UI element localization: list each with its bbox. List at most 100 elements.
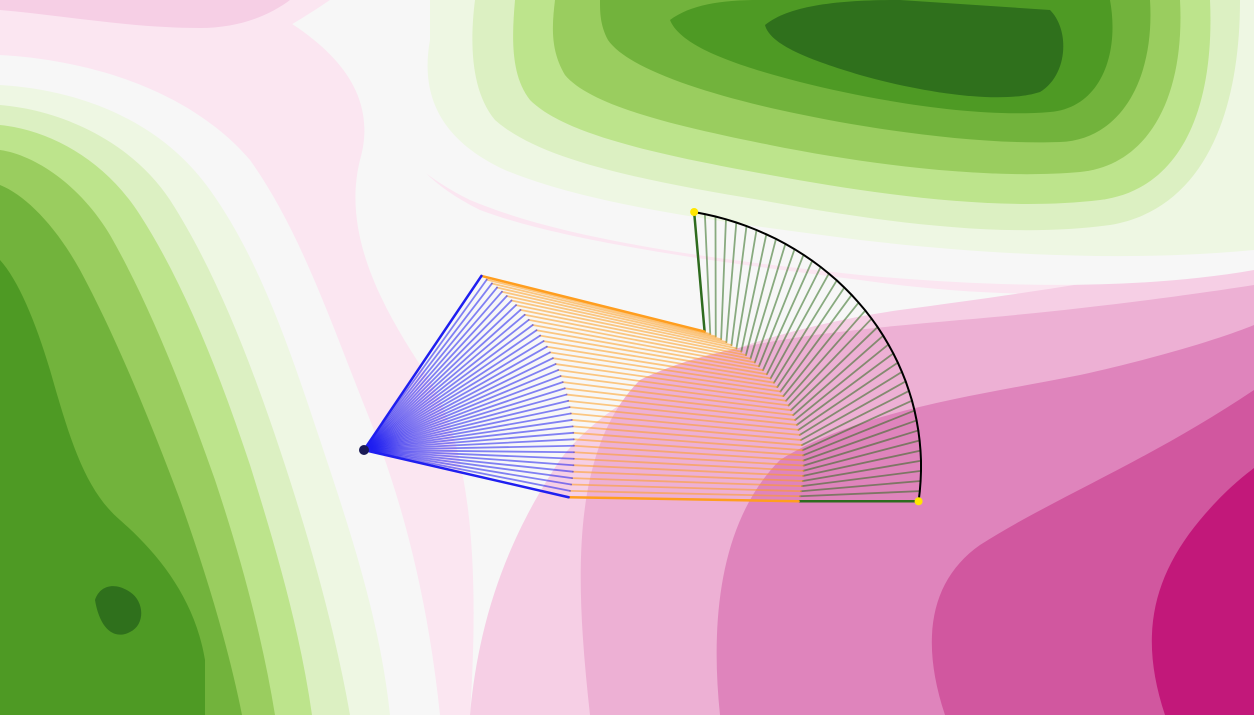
- arm-link-1-frame: [363, 449, 573, 486]
- arm-link-1-frame: [363, 381, 564, 451]
- arm-link-2-frame: [545, 345, 775, 384]
- arm-link-3-frame: [725, 221, 738, 344]
- arm-link-3-frame: [720, 218, 727, 341]
- arm-link-3-frame: [703, 213, 712, 335]
- arm-link-2-frame: [570, 419, 802, 441]
- arm-link-3-frame: [745, 238, 777, 357]
- arm-link-1-frame: [363, 334, 542, 451]
- contour-green-l-8: [95, 586, 142, 635]
- arm-link-2-frame: [572, 464, 805, 477]
- arm-link-2-frame: [569, 412, 801, 436]
- arm-link-2-frame: [569, 489, 801, 498]
- arm-link-2-frame: [573, 451, 805, 467]
- arm-link-1-frame: [363, 363, 557, 451]
- arm-link-1-frame: [363, 412, 572, 451]
- arm-link-1-frame: [363, 357, 554, 451]
- arm-link-2-frame: [535, 329, 764, 372]
- arm-link-2-frame: [527, 318, 756, 364]
- arm-link-1-frame: [363, 387, 566, 451]
- arm-link-3-frame: [779, 294, 853, 393]
- arm-link-2-frame: [572, 438, 805, 457]
- arm-link-2-frame: [549, 351, 779, 388]
- arm-link-1-frame: [363, 282, 493, 451]
- arm-link-3-frame: [801, 390, 910, 446]
- arm-link-1-frame: [363, 324, 534, 451]
- arm-link-2-frame: [572, 431, 804, 452]
- arm-link-3-frame: [802, 449, 922, 477]
- arm-link-1-frame: [363, 438, 575, 451]
- arm-link-2-frame: [519, 309, 747, 357]
- arm-link-3-frame: [769, 272, 830, 380]
- arm-link-3-frame: [798, 371, 903, 436]
- arm-link-1-frame: [363, 369, 560, 451]
- arm-link-2-frame: [531, 324, 760, 368]
- arm-link-1-frame: [363, 449, 575, 460]
- arm-link-1-frame: [363, 449, 574, 480]
- arm-link-2-frame: [561, 381, 792, 412]
- arm-link-3-frame: [801, 469, 922, 488]
- arm-link-1-frame: [363, 425, 574, 451]
- end-effector-trace: [693, 211, 922, 502]
- arm-link-2-frame: [571, 425, 803, 446]
- arm-link-1-frame: [363, 444, 575, 451]
- arm-link-3-frame: [800, 380, 907, 441]
- arm-link-1-frame: [363, 351, 551, 451]
- arm-link-1-frame: [363, 345, 548, 451]
- arm-link-3-frame: [782, 301, 860, 397]
- arm-link-2-frame: [572, 457, 805, 472]
- arm-link-1-frame: [363, 419, 573, 451]
- arm-link-3-frame: [790, 326, 879, 412]
- arm-link-2-frame: [557, 369, 788, 402]
- start-end-effector-marker: [690, 208, 699, 217]
- arm-link-2-frame: [505, 295, 733, 347]
- arm-link-1-frame: [363, 375, 562, 451]
- contour-pink-6: [1151, 468, 1254, 715]
- arm-link-2-frame: [485, 278, 712, 335]
- arm-link-2-frame: [480, 274, 706, 333]
- arm-link-3-frame: [787, 317, 873, 407]
- arm-link-3-frame: [692, 210, 706, 333]
- arm-link-1-frame: [362, 448, 570, 499]
- contour-green-l-7: [0, 260, 205, 715]
- arm-link-1-frame: [363, 309, 522, 451]
- arm-link-3-frame: [749, 242, 787, 360]
- arm-link-3-frame: [802, 409, 916, 457]
- arm-link-1-frame: [363, 449, 574, 473]
- arm-link-1-frame: [363, 286, 498, 451]
- arm-link-2-frame: [515, 304, 743, 353]
- arm-link-1-frame: [363, 399, 570, 451]
- green-topright-group: [374, 0, 1254, 285]
- arm-link-1-frame: [363, 318, 530, 451]
- arm-link-3-frame: [758, 253, 805, 368]
- arm-link-2-frame: [570, 483, 802, 493]
- arm-link-2-frame: [539, 334, 768, 376]
- arm-link-3-frame: [797, 361, 899, 431]
- arm-link-2-frame: [567, 399, 798, 426]
- arm-link-3-frame: [801, 459, 922, 482]
- arm-link-1-frame: [363, 340, 545, 451]
- arm-link-1-frame: [363, 313, 526, 451]
- arm-link-1-frame: [363, 406, 571, 451]
- arm-link-3-frame: [762, 259, 814, 372]
- arm-link-2-frame: [501, 290, 728, 344]
- arm-link-3-frame: [799, 490, 921, 498]
- arm-link-2-frame: [542, 340, 772, 380]
- arm-link-1-frame: [363, 449, 575, 467]
- final-end-effector-marker: [914, 497, 923, 506]
- arm-link-2-frame: [551, 357, 782, 393]
- arm-link-3-frame: [765, 266, 822, 376]
- contour-pink-topleft-2: [0, 0, 290, 28]
- arm-link-2-frame: [554, 363, 785, 397]
- arm-link-3-frame: [794, 343, 890, 421]
- arm-link-1-frame: [363, 290, 503, 451]
- arm-link-3-frame: [785, 309, 867, 402]
- arm-sweep-layer: [359, 208, 923, 506]
- contour-green-tr-8: [765, 0, 1064, 98]
- arm-link-2-frame: [565, 393, 797, 421]
- arm-link-2-frame: [568, 406, 800, 431]
- arm-base-marker: [359, 445, 369, 455]
- arm-link-2-frame: [573, 444, 805, 462]
- arm-link-1-frame: [363, 393, 568, 451]
